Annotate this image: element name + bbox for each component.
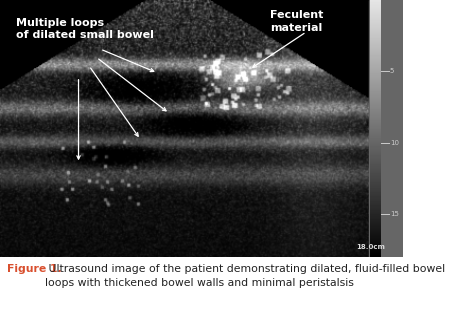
Text: Figure 1.: Figure 1. [7,264,62,274]
Text: 18.0cm: 18.0cm [356,244,385,250]
Text: Ultrasound image of the patient demonstrating dilated, fluid-filled bowel
loops : Ultrasound image of the patient demonstr… [45,264,445,288]
Bar [369,0,403,257]
Text: Feculent
material: Feculent material [270,10,323,33]
Text: 15: 15 [390,211,399,217]
Text: 5: 5 [390,68,394,74]
Text: Multiple loops
of dilated small bowel: Multiple loops of dilated small bowel [16,18,154,41]
Text: 10: 10 [390,140,399,146]
